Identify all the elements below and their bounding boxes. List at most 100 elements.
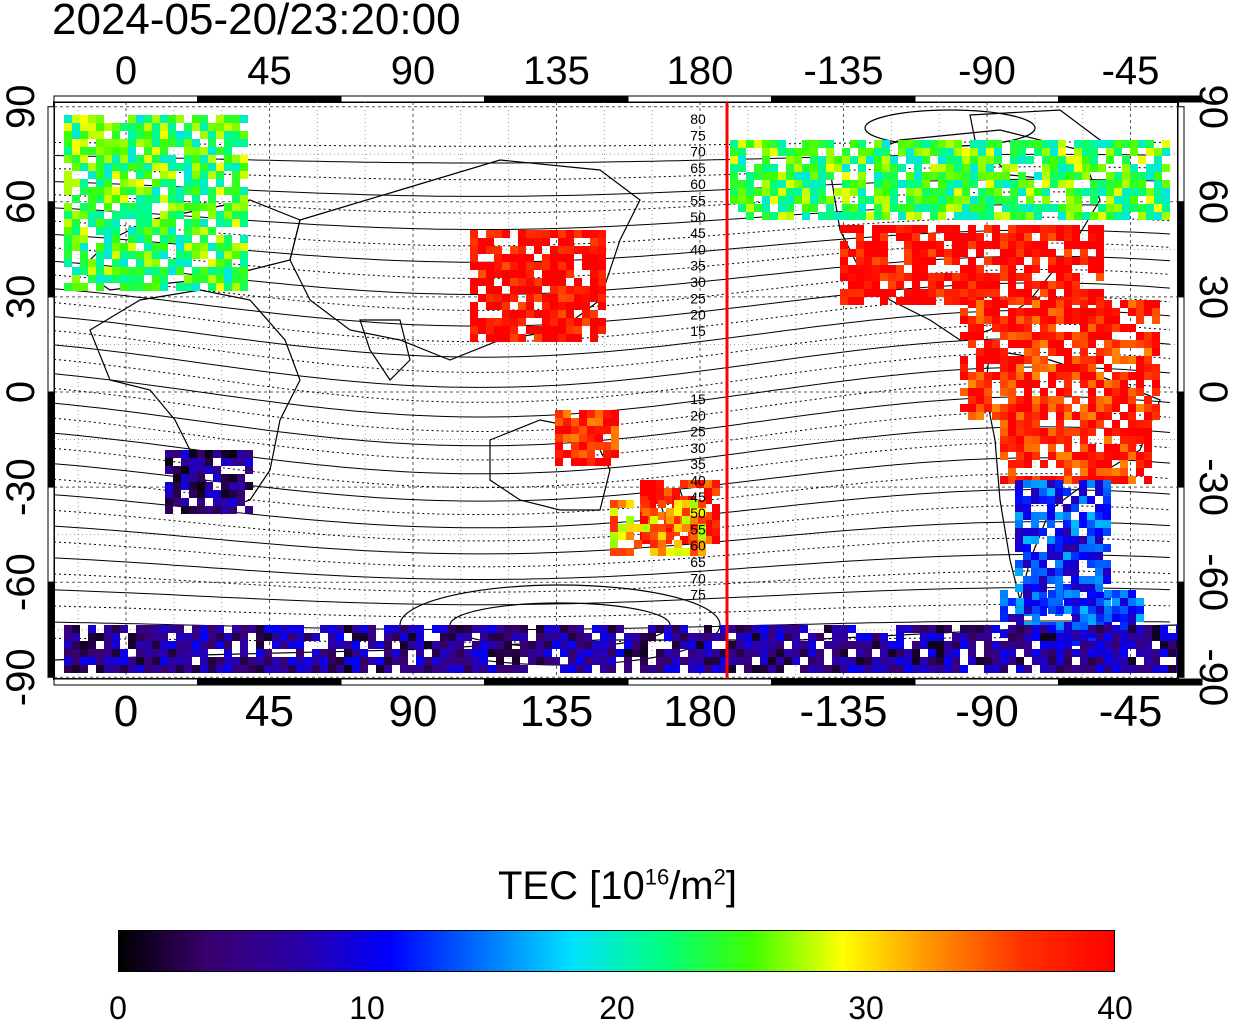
tec-cell-south-america-south [1079, 488, 1087, 496]
tec-cell-arctic-north-america [818, 188, 826, 196]
tec-cell-south-america-south [1095, 536, 1103, 544]
tec-cell-south-america-north [1032, 340, 1040, 348]
tec-cell-europe [208, 131, 216, 139]
top-longitude-label: 90 [391, 49, 436, 93]
tec-cell-east-asia [502, 334, 510, 342]
colorbar-tick-10: 10 [349, 990, 385, 1026]
tec-cell-southern-africa [181, 466, 189, 474]
tec-cell-south-america-north [1008, 460, 1016, 468]
tec-cell-south-america-south [1064, 598, 1072, 606]
tec-cell-arctic-north-america [914, 180, 922, 188]
tec-cell-south-america-north [1008, 428, 1016, 436]
tec-cell-new-zealand [610, 524, 618, 532]
tec-cell-south-america-north [1064, 452, 1072, 460]
tec-cell-antarctica [728, 657, 736, 665]
tec-cell-antarctica [896, 625, 904, 633]
tec-cell-arctic-north-america [914, 212, 922, 220]
tec-cell-antarctica [216, 657, 224, 665]
right-latitude-label: 90 [1191, 84, 1235, 129]
tec-cell-north-america [912, 257, 920, 265]
tec-cell-north-america [968, 289, 976, 297]
tec-cell-antarctica [680, 657, 688, 665]
tec-cell-arctic-north-america [826, 204, 834, 212]
tec-cell-north-america [984, 281, 992, 289]
tec-cell-europe [128, 203, 136, 211]
tec-cell-arctic-north-america [970, 212, 978, 220]
tec-cell-australia-east [587, 450, 595, 458]
tec-cell-arctic-north-america [794, 156, 802, 164]
tec-cell-antarctica [1160, 625, 1168, 633]
tec-cell-antarctica [808, 657, 816, 665]
tec-cell-south-america-north [992, 348, 1000, 356]
tec-cell-arctic-north-america [1082, 212, 1090, 220]
tec-cell-antarctica [112, 641, 120, 649]
top-longitude-label: 180 [667, 49, 734, 93]
tec-cell-europe [128, 275, 136, 283]
tec-cell-east-asia [494, 302, 502, 310]
tec-cell-europe [200, 203, 208, 211]
tec-cell-europe [216, 283, 224, 291]
tec-cell-arctic-north-america [954, 156, 962, 164]
tec-cell-south-america-north [1144, 428, 1152, 436]
tec-cell-south-america-south [1039, 552, 1047, 560]
tec-cell-south-america-north [1144, 340, 1152, 348]
tec-cell-antarctica [640, 657, 648, 665]
tec-cell-europe [112, 267, 120, 275]
tec-cell-arctic-north-america [762, 172, 770, 180]
tec-cell-south-america-south [1095, 560, 1103, 568]
tec-cell-south-america-north [984, 316, 992, 324]
tec-cell-south-america-north [1112, 388, 1120, 396]
tec-cell-europe [96, 243, 104, 251]
tec-cell-arctic-north-america [858, 188, 866, 196]
tec-cell-antarctica [1096, 649, 1104, 657]
tec-cell-south-america-south [1087, 536, 1095, 544]
tec-cell-new-zealand [690, 516, 698, 524]
tec-cell-europe [152, 131, 160, 139]
tec-cell-europe [200, 235, 208, 243]
tec-cell-arctic-north-america [754, 172, 762, 180]
tec-cell-antarctica [1176, 625, 1178, 633]
tec-cell-south-america-south [1087, 544, 1095, 552]
tec-cell-south-america-north [1032, 348, 1040, 356]
tec-cell-arctic-north-america [922, 140, 930, 148]
tec-cell-north-america [880, 257, 888, 265]
tec-cell-europe [120, 155, 128, 163]
tec-cell-europe [96, 163, 104, 171]
tec-cell-east-asia [502, 270, 510, 278]
tec-cell-antarctica [368, 625, 376, 633]
tec-cell-new-zealand [698, 508, 706, 516]
tec-cell-south-america-south [1080, 598, 1088, 606]
tec-cell-east-asia [494, 334, 502, 342]
tec-cell-arctic-north-america [970, 204, 978, 212]
tec-cell-south-america-north [984, 348, 992, 356]
tec-cell-new-zealand [610, 548, 618, 556]
tec-cell-europe [232, 139, 240, 147]
tec-cell-south-america-north [1104, 340, 1112, 348]
tec-cell-australia-east [664, 496, 672, 504]
tec-cell-europe [168, 179, 176, 187]
tec-cell-south-america-north [1000, 476, 1008, 484]
tec-cell-antarctica [584, 649, 592, 657]
tec-cell-antarctica [608, 625, 616, 633]
tec-cell-europe [112, 171, 120, 179]
tec-cell-antarctica [864, 657, 872, 665]
tec-cell-arctic-north-america [994, 180, 1002, 188]
tec-cell-antarctica [560, 665, 568, 673]
tec-cell-europe [160, 139, 168, 147]
tec-cell-antarctica [328, 649, 336, 657]
tec-cell-europe [128, 155, 136, 163]
tec-cell-europe [80, 235, 88, 243]
tec-cell-europe [208, 163, 216, 171]
tec-cell-north-america [1008, 273, 1016, 281]
tec-cell-arctic-north-america [778, 188, 786, 196]
tec-cell-antarctica [968, 657, 976, 665]
tec-cell-arctic-north-america [1018, 172, 1026, 180]
tec-cell-arctic-north-america [1042, 140, 1050, 148]
tec-cell-europe [112, 243, 120, 251]
tec-cell-arctic-north-america [1146, 212, 1154, 220]
tec-cell-antarctica [376, 665, 384, 673]
tec-cell-east-asia [558, 318, 566, 326]
tec-cell-north-america [976, 273, 984, 281]
tec-cell-arctic-north-america [730, 188, 738, 196]
tec-cell-southern-africa [245, 458, 253, 466]
